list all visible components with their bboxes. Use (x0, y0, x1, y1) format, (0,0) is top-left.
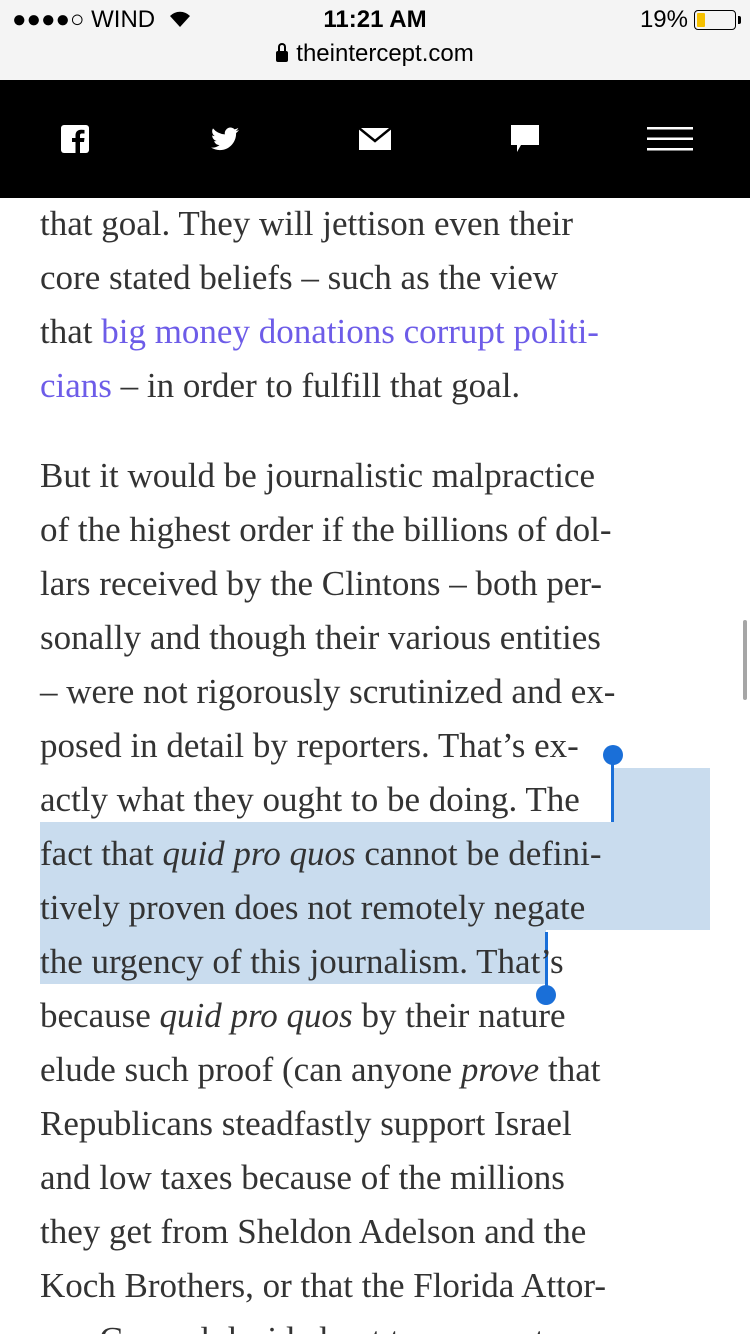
text-run: ney General decided not to prosecute (40, 1320, 560, 1334)
text-run: of the highest order if the billions of … (40, 510, 612, 549)
hamburger-menu-icon[interactable] (645, 116, 695, 162)
selection-highlight (40, 930, 546, 984)
selection-highlight (40, 822, 710, 930)
clock: 11:21 AM (323, 6, 427, 33)
article-line: that big money donations corrupt politi- (40, 305, 599, 359)
battery-percent: 19% (639, 6, 688, 33)
status-bar: ●●●●○ WIND 11:21 AM 19% theintercept.com (0, 0, 750, 80)
article-line: lars received by the Clintons – both per… (40, 557, 602, 611)
text-run: Koch Brothers, or that the Florida Attor… (40, 1266, 606, 1305)
article-line: tively proven does not remotely negate (40, 881, 585, 935)
article-line: the urgency of this journalism. That’s (40, 935, 564, 989)
article-line: – were not rigorously scrutinized and ex… (40, 665, 615, 719)
text-run: But it would be journalistic malpractice (40, 456, 595, 495)
article-body: that goal. They will jettison even their… (0, 198, 750, 1334)
text-run: That’s (468, 942, 564, 981)
article-line: cians – in order to fulfill that goal. (40, 359, 520, 413)
article-line: elude such proof (can anyone prove that (40, 1043, 600, 1097)
carrier-label: ●●●●○ WIND (12, 6, 156, 33)
selection-end-caret (545, 932, 548, 986)
article-line: that goal. They will jettison even their (40, 198, 573, 251)
article-line: core stated beliefs – such as the view (40, 251, 558, 305)
wifi-icon (169, 11, 190, 27)
selected-text: tively proven does not remotely negate (40, 888, 586, 927)
lock-icon (276, 43, 289, 62)
article-line: because quid pro quos by their nature (40, 989, 566, 1043)
article-line: posed in detail by reporters. That’s ex- (40, 719, 579, 773)
twitter-icon[interactable] (200, 116, 250, 162)
italic-text: quid pro quos (159, 996, 353, 1035)
article-link[interactable]: cians (40, 366, 112, 405)
carrier: ●●●●○ WIND (12, 6, 192, 34)
selection-highlight (612, 768, 710, 822)
comment-icon[interactable] (500, 116, 550, 162)
article-link[interactable]: big money donations corrupt politi- (101, 312, 599, 351)
text-run: actly what they ought to be doing. (40, 780, 526, 819)
share-navbar (0, 80, 750, 198)
article-line: Republicans steadfastly support Israel (40, 1097, 572, 1151)
article-line: But it would be journalistic malpractice (40, 449, 595, 503)
article-line: ney General decided not to prosecute (40, 1313, 560, 1334)
article-line: they get from Sheldon Adelson and the (40, 1205, 586, 1259)
selected-text: fact that (40, 834, 163, 873)
text-run: and low taxes because of the millions (40, 1158, 565, 1197)
text-run: that (539, 1050, 601, 1089)
facebook-icon[interactable] (50, 116, 100, 162)
text-run: that goal. They will jettison even their (40, 204, 573, 243)
text-run: – in order to fulfill that goal. (111, 366, 521, 405)
article-line: and low taxes because of the millions (40, 1151, 565, 1205)
text-run: elude such proof (can anyone (40, 1050, 461, 1089)
mail-icon[interactable] (350, 116, 400, 162)
text-run: core stated beliefs – such as the view (40, 258, 559, 297)
selected-text: The (525, 780, 580, 819)
selection-end-handle[interactable] (536, 985, 556, 1005)
selection-start-handle[interactable] (603, 745, 623, 765)
address-bar[interactable]: theintercept.com (0, 40, 750, 68)
selected-italic-text: quid pro quos (162, 834, 356, 873)
text-run: that (40, 312, 102, 351)
text-run: Republicans steadfastly support Israel (40, 1104, 572, 1143)
selected-text: cannot be defini- (355, 834, 602, 873)
article-line: actly what they ought to be doing. The (40, 773, 580, 827)
selected-text: the urgency of this journalism. (40, 942, 469, 981)
text-run: sonally and though their various entitie… (40, 618, 601, 657)
text-run: they get from Sheldon Adelson and the (40, 1212, 587, 1251)
battery-icon (694, 10, 741, 30)
article-line: sonally and though their various entitie… (40, 611, 601, 665)
text-run: – were not rigorously scrutinized and ex… (40, 672, 616, 711)
article-line: fact that quid pro quos cannot be defini… (40, 827, 601, 881)
text-run: posed in detail by reporters. That’s ex- (40, 726, 579, 765)
text-run: by their nature (352, 996, 566, 1035)
scrollbar[interactable] (743, 620, 747, 700)
article-line: of the highest order if the billions of … (40, 503, 612, 557)
text-run: because (40, 996, 160, 1035)
selection-start-caret (611, 758, 614, 822)
article-line: Koch Brothers, or that the Florida Attor… (40, 1259, 606, 1313)
text-run: lars received by the Clintons – both per… (40, 564, 603, 603)
url-text: theintercept.com (296, 40, 474, 67)
italic-text: prove (460, 1050, 540, 1089)
